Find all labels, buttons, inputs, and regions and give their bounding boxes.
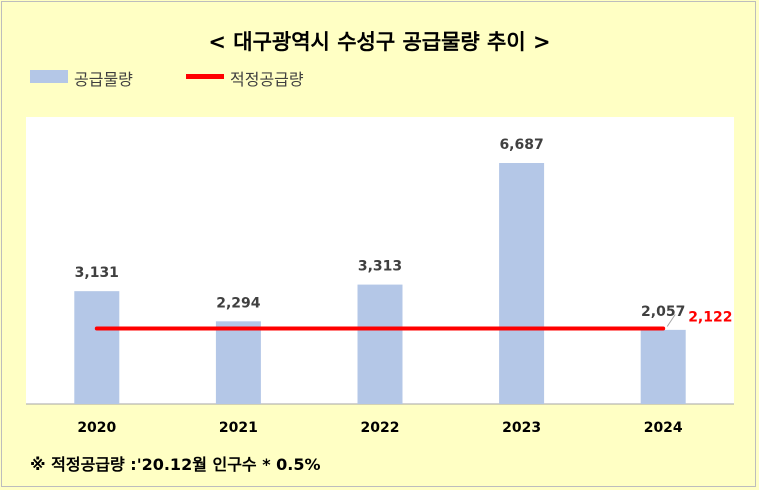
bar-label-2022: 3,313 [358,259,402,275]
x-tick-2022: 2022 [361,420,400,436]
legend-swatch-bar [30,70,68,83]
chart-title: < 대구광역시 수성구 공급물량 추이 > [208,30,551,54]
bar-2024 [640,329,686,404]
bar-label-leader-2024 [666,314,676,327]
x-tick-2021: 2021 [219,420,258,436]
bar-label-2023: 6,687 [499,137,543,153]
bar-2021 [215,321,261,404]
x-tick-2020: 2020 [77,420,116,436]
bar-2023 [499,163,545,404]
bar-label-2024: 2,057 [641,304,685,320]
legend-swatch-line [186,74,224,79]
bar-label-2020: 3,131 [75,265,119,281]
x-tick-2024: 2024 [644,420,683,436]
footnote: ※ 적정공급량 :'20.12월 인구수 * 0.5% [30,455,321,474]
bar-label-2021: 2,294 [216,295,261,311]
x-tick-2023: 2023 [502,420,541,436]
bar-2020 [74,291,120,404]
proper-supply-end-label: 2,122 [688,310,732,326]
bar-2022 [357,284,403,404]
legend-label-proper-supply: 적정공급량 [230,70,304,89]
legend-label-supply: 공급물량 [74,70,133,89]
